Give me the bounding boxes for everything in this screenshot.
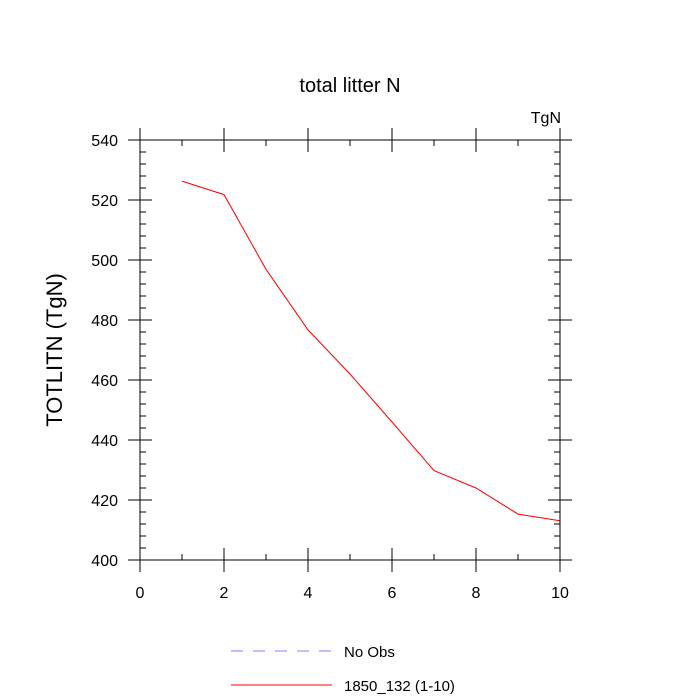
series-line [181,180,561,522]
x-tick-label: 0 [136,585,145,602]
tick-labels: 0 2 4 6 8 10 400 420 440 460 480 500 520 540 [91,133,569,602]
y-tick-label: 520 [91,193,118,210]
x-tick-label: 6 [388,585,397,602]
plot-frame [139,139,561,561]
legend-label: 1850_132 (1-10) [344,678,455,695]
x-tick-label: 2 [220,585,229,602]
y-tick-label: 420 [91,493,118,510]
x-tick-label: 8 [472,585,481,602]
x-tick-label: 4 [304,585,313,602]
chart-title: total litter N [299,75,400,97]
units-label: TgN [531,110,561,127]
legend: No Obs 1850_132 (1-10) [231,644,455,695]
y-tick-label: 540 [91,133,118,150]
axis-ticks [128,128,572,572]
y-tick-label: 480 [91,313,118,330]
y-tick-label: 400 [91,553,118,570]
y-tick-label: 500 [91,253,118,270]
y-tick-label: 460 [91,373,118,390]
y-axis-label: TOTLITN (TgN) [42,273,67,427]
legend-label: No Obs [344,644,395,661]
series-lines [181,180,561,522]
y-tick-label: 440 [91,433,118,450]
x-tick-label: 10 [551,585,569,602]
